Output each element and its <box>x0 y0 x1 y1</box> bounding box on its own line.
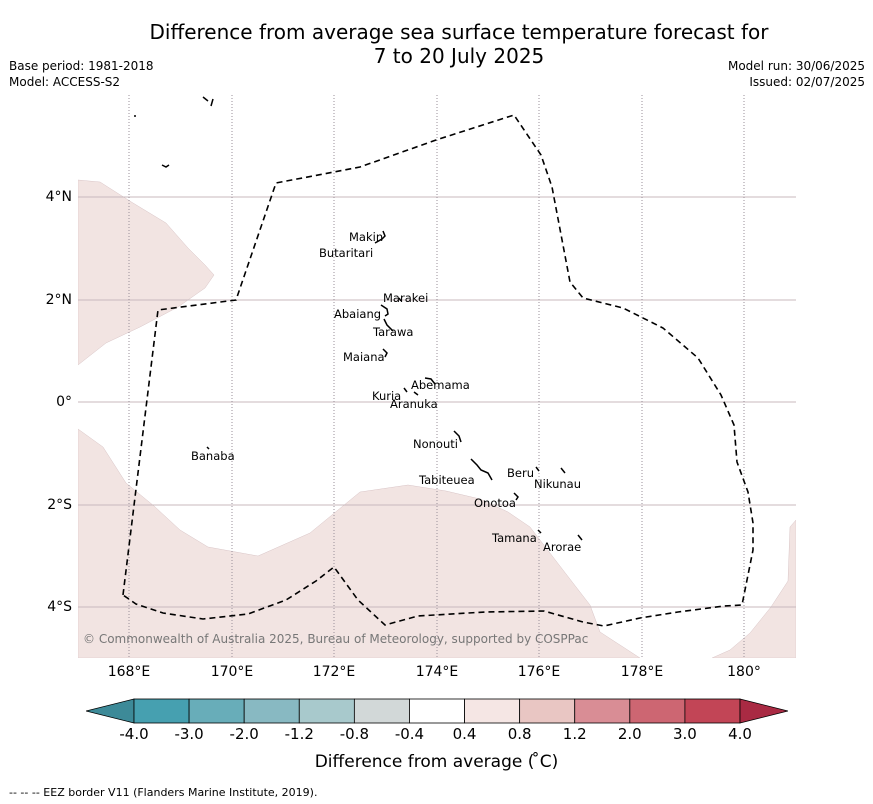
colorbar-tick-label: -2.0 <box>229 725 259 743</box>
colorbar <box>85 697 789 725</box>
lon-gridlines <box>128 95 745 658</box>
base-period: Base period: 1981-2018 <box>9 59 154 73</box>
model-run: Model run: 30/06/2025 <box>727 59 865 73</box>
colorbar-tick-label: -1.2 <box>284 725 314 743</box>
colorbar-tick-label: -0.8 <box>339 725 369 743</box>
colorbar-svg <box>85 698 789 724</box>
colorbar-segment <box>464 698 521 724</box>
lat-label-2n: 2°N <box>45 292 72 308</box>
colorbar-segment <box>243 698 300 724</box>
anomaly-patch-southeast <box>711 519 796 658</box>
map-area <box>78 95 796 658</box>
model-name: Model: ACCESS-S2 <box>9 75 121 89</box>
island-shape-top-3 <box>161 164 170 168</box>
island-shape-abaiang <box>380 304 389 317</box>
island-shape-marakei <box>398 297 402 302</box>
map-svg <box>78 95 796 658</box>
colorbar-segment <box>188 698 245 724</box>
lon-label-174e: 174°E <box>415 664 459 680</box>
island-shapes <box>134 96 583 541</box>
title-line-2: 7 to 20 July 2025 <box>373 44 545 68</box>
island-label-aranuka: Aranuka <box>390 397 438 411</box>
island-shape-top-1 <box>202 96 214 107</box>
anomaly-patch-south <box>78 428 641 658</box>
colorbar-tick-label: 4.0 <box>728 725 752 743</box>
island-label-kuria: Kuria <box>372 389 402 403</box>
colorbar-tick-label: 1.2 <box>562 725 587 743</box>
colorbar-tick-label: 3.0 <box>672 725 697 743</box>
island-label-maiana: Maiana <box>343 350 385 364</box>
island-shape-makin <box>374 230 386 244</box>
colorbar-segment <box>629 698 686 724</box>
island-label-tamana: Tamana <box>492 531 537 545</box>
island-label-butaritari: Butaritari <box>319 246 374 260</box>
colorbar-segment <box>133 698 190 724</box>
island-shape-maiana <box>382 348 388 358</box>
island-shape-tamana <box>537 529 542 534</box>
island-label-arorae: Arorae <box>543 540 582 554</box>
eez-legend-footer: -- -- -- EEZ border V11 (Flanders Marine… <box>9 786 318 799</box>
lon-label-170e: 170°E <box>210 664 254 680</box>
colorbar-tick-label: -3.0 <box>174 725 204 743</box>
island-shape-abemama <box>424 377 436 385</box>
lon-label-180: 180° <box>727 664 761 680</box>
copyright-notice: © Commonwealth of Australia 2025, Bureau… <box>83 632 589 646</box>
colorbar-tick-label: 2.0 <box>617 725 642 743</box>
island-shape-arorae <box>577 534 583 541</box>
island-label-tabiteuea: Tabiteuea <box>419 473 475 487</box>
colorbar-tick-label: -0.4 <box>394 725 425 743</box>
island-shape-nonouti <box>453 430 462 443</box>
island-label-abaiang: Abaiang <box>334 307 382 321</box>
colorbar-label: Difference from average ( ̊C) <box>314 752 559 772</box>
island-shape-banaba <box>206 446 210 450</box>
colorbar-over-arrow <box>739 698 789 724</box>
island-label-marakei: Marakei <box>383 291 429 305</box>
colorbar-tick-label: 0.4 <box>452 725 477 743</box>
island-label-beru: Beru <box>507 466 534 480</box>
lon-label-176e: 176°E <box>517 664 561 680</box>
colorbar-segment <box>409 698 465 724</box>
lat-label-0: 0° <box>56 394 72 410</box>
island-shape-tabiteuea <box>470 458 493 481</box>
island-label-onotoa: Onotoa <box>474 496 516 510</box>
island-label-banaba: Banaba <box>191 449 235 463</box>
colorbar-segment <box>574 698 631 724</box>
island-label-nikunau: Nikunau <box>534 477 582 491</box>
colorbar-tick-label: -4.0 <box>119 725 149 743</box>
island-shape-beru <box>535 466 566 474</box>
meta-left: Base period: 1981-2018 Model: ACCESS-S2 <box>9 58 154 90</box>
lat-label-4n: 4°N <box>45 189 72 205</box>
island-label-tarawa: Tarawa <box>373 325 414 339</box>
colorbar-segment <box>519 698 576 724</box>
colorbar-under-arrow <box>85 698 135 724</box>
eez-border <box>122 114 754 627</box>
island-shape-onotoa <box>513 492 519 501</box>
lon-label-168e: 168°E <box>107 664 151 680</box>
colorbar-segment <box>298 698 355 724</box>
island-shape-kuria <box>403 387 419 396</box>
island-shape-tarawa <box>383 318 394 332</box>
lon-label-178e: 178°E <box>620 664 664 680</box>
island-label-makin: Makin <box>349 230 384 244</box>
anomaly-patches <box>78 179 796 658</box>
issued-date: Issued: 02/07/2025 <box>749 75 865 89</box>
anomaly-patch-northwest <box>78 179 215 366</box>
map-title: Difference from average sea surface temp… <box>0 20 873 68</box>
colorbar-segment <box>684 698 741 724</box>
island-label-abemama: Abemama <box>411 378 470 392</box>
island-label-nonouti: Nonouti <box>413 437 458 451</box>
colorbar-tick-label: 0.8 <box>507 725 532 743</box>
meta-right: Model run: 30/06/2025 Issued: 02/07/2025 <box>728 58 865 90</box>
colorbar-segment <box>353 698 410 724</box>
title-line-1: Difference from average sea surface temp… <box>149 20 769 44</box>
lat-label-4s: 4°S <box>47 599 72 615</box>
lon-label-172e: 172°E <box>312 664 356 680</box>
lat-label-2s: 2°S <box>47 497 72 513</box>
